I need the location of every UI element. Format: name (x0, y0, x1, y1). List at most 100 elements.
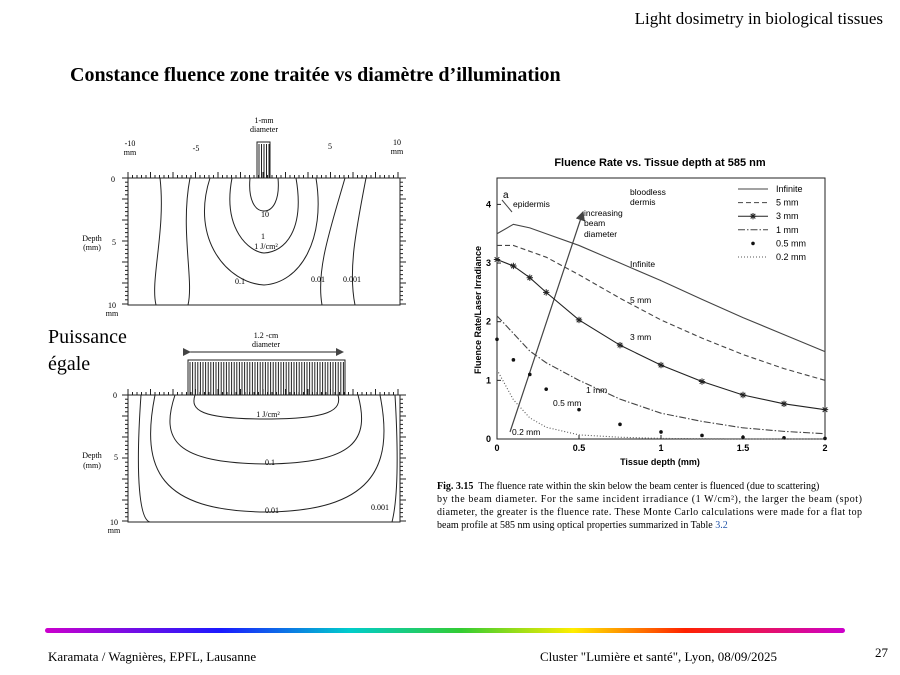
annotation: bloodless (630, 187, 666, 197)
contour-label: 0.1 (235, 277, 245, 286)
point (511, 358, 516, 362)
contour (249, 177, 279, 212)
depth-label: 0 (113, 391, 117, 400)
depth-label: mm (108, 526, 121, 535)
beam (187, 359, 346, 396)
x-label: 5 (328, 142, 332, 151)
depth-label: (mm) (83, 461, 101, 470)
contour (229, 177, 299, 254)
table-link[interactable]: 3.2 (715, 520, 728, 531)
caption-line: beam profile at 585 nm using optical pro… (437, 520, 728, 531)
depth-label: 5 (112, 238, 116, 247)
legend-swatch (751, 241, 755, 246)
diagram-bottom-labels: 1.2 -cm diameter 0 Depth (mm) 5 10 mm 1 … (82, 331, 389, 535)
contour (137, 394, 151, 523)
series-line (496, 259, 826, 411)
contour-label: 1 J/cm² (256, 410, 280, 419)
annotation: 5 mm (630, 295, 651, 305)
legend-swatch (749, 213, 757, 220)
rainbow-bar (45, 628, 845, 633)
beam-label: 1.2 -cm (254, 331, 279, 340)
side-label: égale (48, 353, 90, 375)
diagram-bottom (122, 348, 406, 523)
annotation: dermis (630, 197, 656, 207)
point (821, 406, 829, 413)
contour (391, 394, 398, 523)
page-number: 27 (875, 645, 889, 660)
contour-label: 0.01 (265, 506, 279, 515)
point (495, 337, 499, 342)
point (739, 391, 747, 399)
annotation: 0.2 mm (512, 427, 540, 437)
contour (193, 394, 340, 420)
point (510, 262, 517, 270)
legend-label: 5 mm (776, 198, 799, 208)
caption: Fig. 3.15 The fluence rate within the ski… (437, 481, 862, 531)
series-line (496, 369, 825, 440)
legend-label: 3 mm (776, 211, 799, 221)
y-tick-label: 0 (486, 434, 491, 444)
chart-title: Fluence Rate vs. Tissue depth at 585 nm (554, 157, 766, 169)
contour-label: 0.001 (343, 275, 361, 284)
y-tick-label: 4 (486, 199, 491, 209)
contour-label: 0.1 (265, 458, 275, 467)
annotation: 3 mm (630, 332, 651, 342)
contour (204, 177, 319, 286)
course-title: Light dosimetry in biological tissues (635, 9, 883, 28)
x-label: mm (391, 147, 404, 156)
side-label: Puissance (48, 326, 127, 348)
pointer (501, 199, 513, 213)
annotation: epidermis (513, 199, 550, 209)
point (618, 422, 622, 427)
annotation: diameter (584, 229, 617, 239)
depth-label: 5 (114, 453, 118, 462)
beam-label: diameter (250, 125, 278, 134)
depth-label: 10 (108, 301, 116, 310)
contour-label: 0.01 (311, 275, 325, 284)
point (526, 274, 533, 281)
annotations: a epidermis bloodless dermis increasing … (503, 187, 666, 437)
point (700, 433, 704, 438)
point (543, 289, 550, 296)
legend-label: 1 mm (776, 225, 799, 235)
depth-label: 10 (110, 518, 118, 527)
x-label: 10 (393, 138, 401, 147)
contour-label: 10 (261, 210, 269, 219)
slide-title: Constance fluence zone traitée vs diamèt… (70, 64, 561, 86)
annotation: Infinite (630, 259, 655, 269)
caption-text: The fluence rate within the skin below t… (478, 481, 819, 492)
trend-arrow (509, 210, 585, 433)
diagram-top-labels: 1-mm diameter -10 mm -5 5 10 mm 0 Depth … (82, 116, 404, 318)
point (493, 256, 501, 263)
beam-label: 1-mm (254, 116, 274, 125)
contour (320, 177, 346, 306)
footer-left: Karamata / Wagnières, EPFL, Lausanne (48, 649, 256, 664)
annotation: a (503, 190, 509, 201)
series-line (496, 315, 826, 435)
caption-line: by the beam diameter. For the same incid… (437, 494, 862, 505)
annotation: 1 mm (586, 385, 607, 395)
legend-label: 0.5 mm (776, 238, 806, 248)
annotation: 0.5 mm (553, 398, 581, 408)
legend-label: 0.2 mm (776, 252, 806, 262)
diagram-top (122, 141, 406, 306)
point (657, 361, 665, 369)
contour (154, 177, 162, 306)
caption-label: Fig. 3.15 (437, 481, 473, 492)
point (698, 378, 706, 385)
beam-label: diameter (252, 340, 280, 349)
x-label: mm (124, 148, 137, 157)
depth-label: (mm) (83, 243, 101, 252)
caption-line: diameter, the greater is the fluence rat… (437, 507, 862, 518)
contour-label: 1 (261, 232, 265, 241)
contour-label: 0.001 (371, 503, 389, 512)
x-label: -5 (193, 144, 200, 153)
depth-label: 0 (111, 175, 115, 184)
point (577, 407, 581, 412)
y-tick-label: 3 (486, 258, 491, 268)
y-tick-label: 2 (486, 317, 491, 327)
depth-label: Depth (82, 234, 102, 243)
annotation: increasing (584, 208, 623, 218)
x-tick-label: 1.5 (737, 443, 750, 453)
